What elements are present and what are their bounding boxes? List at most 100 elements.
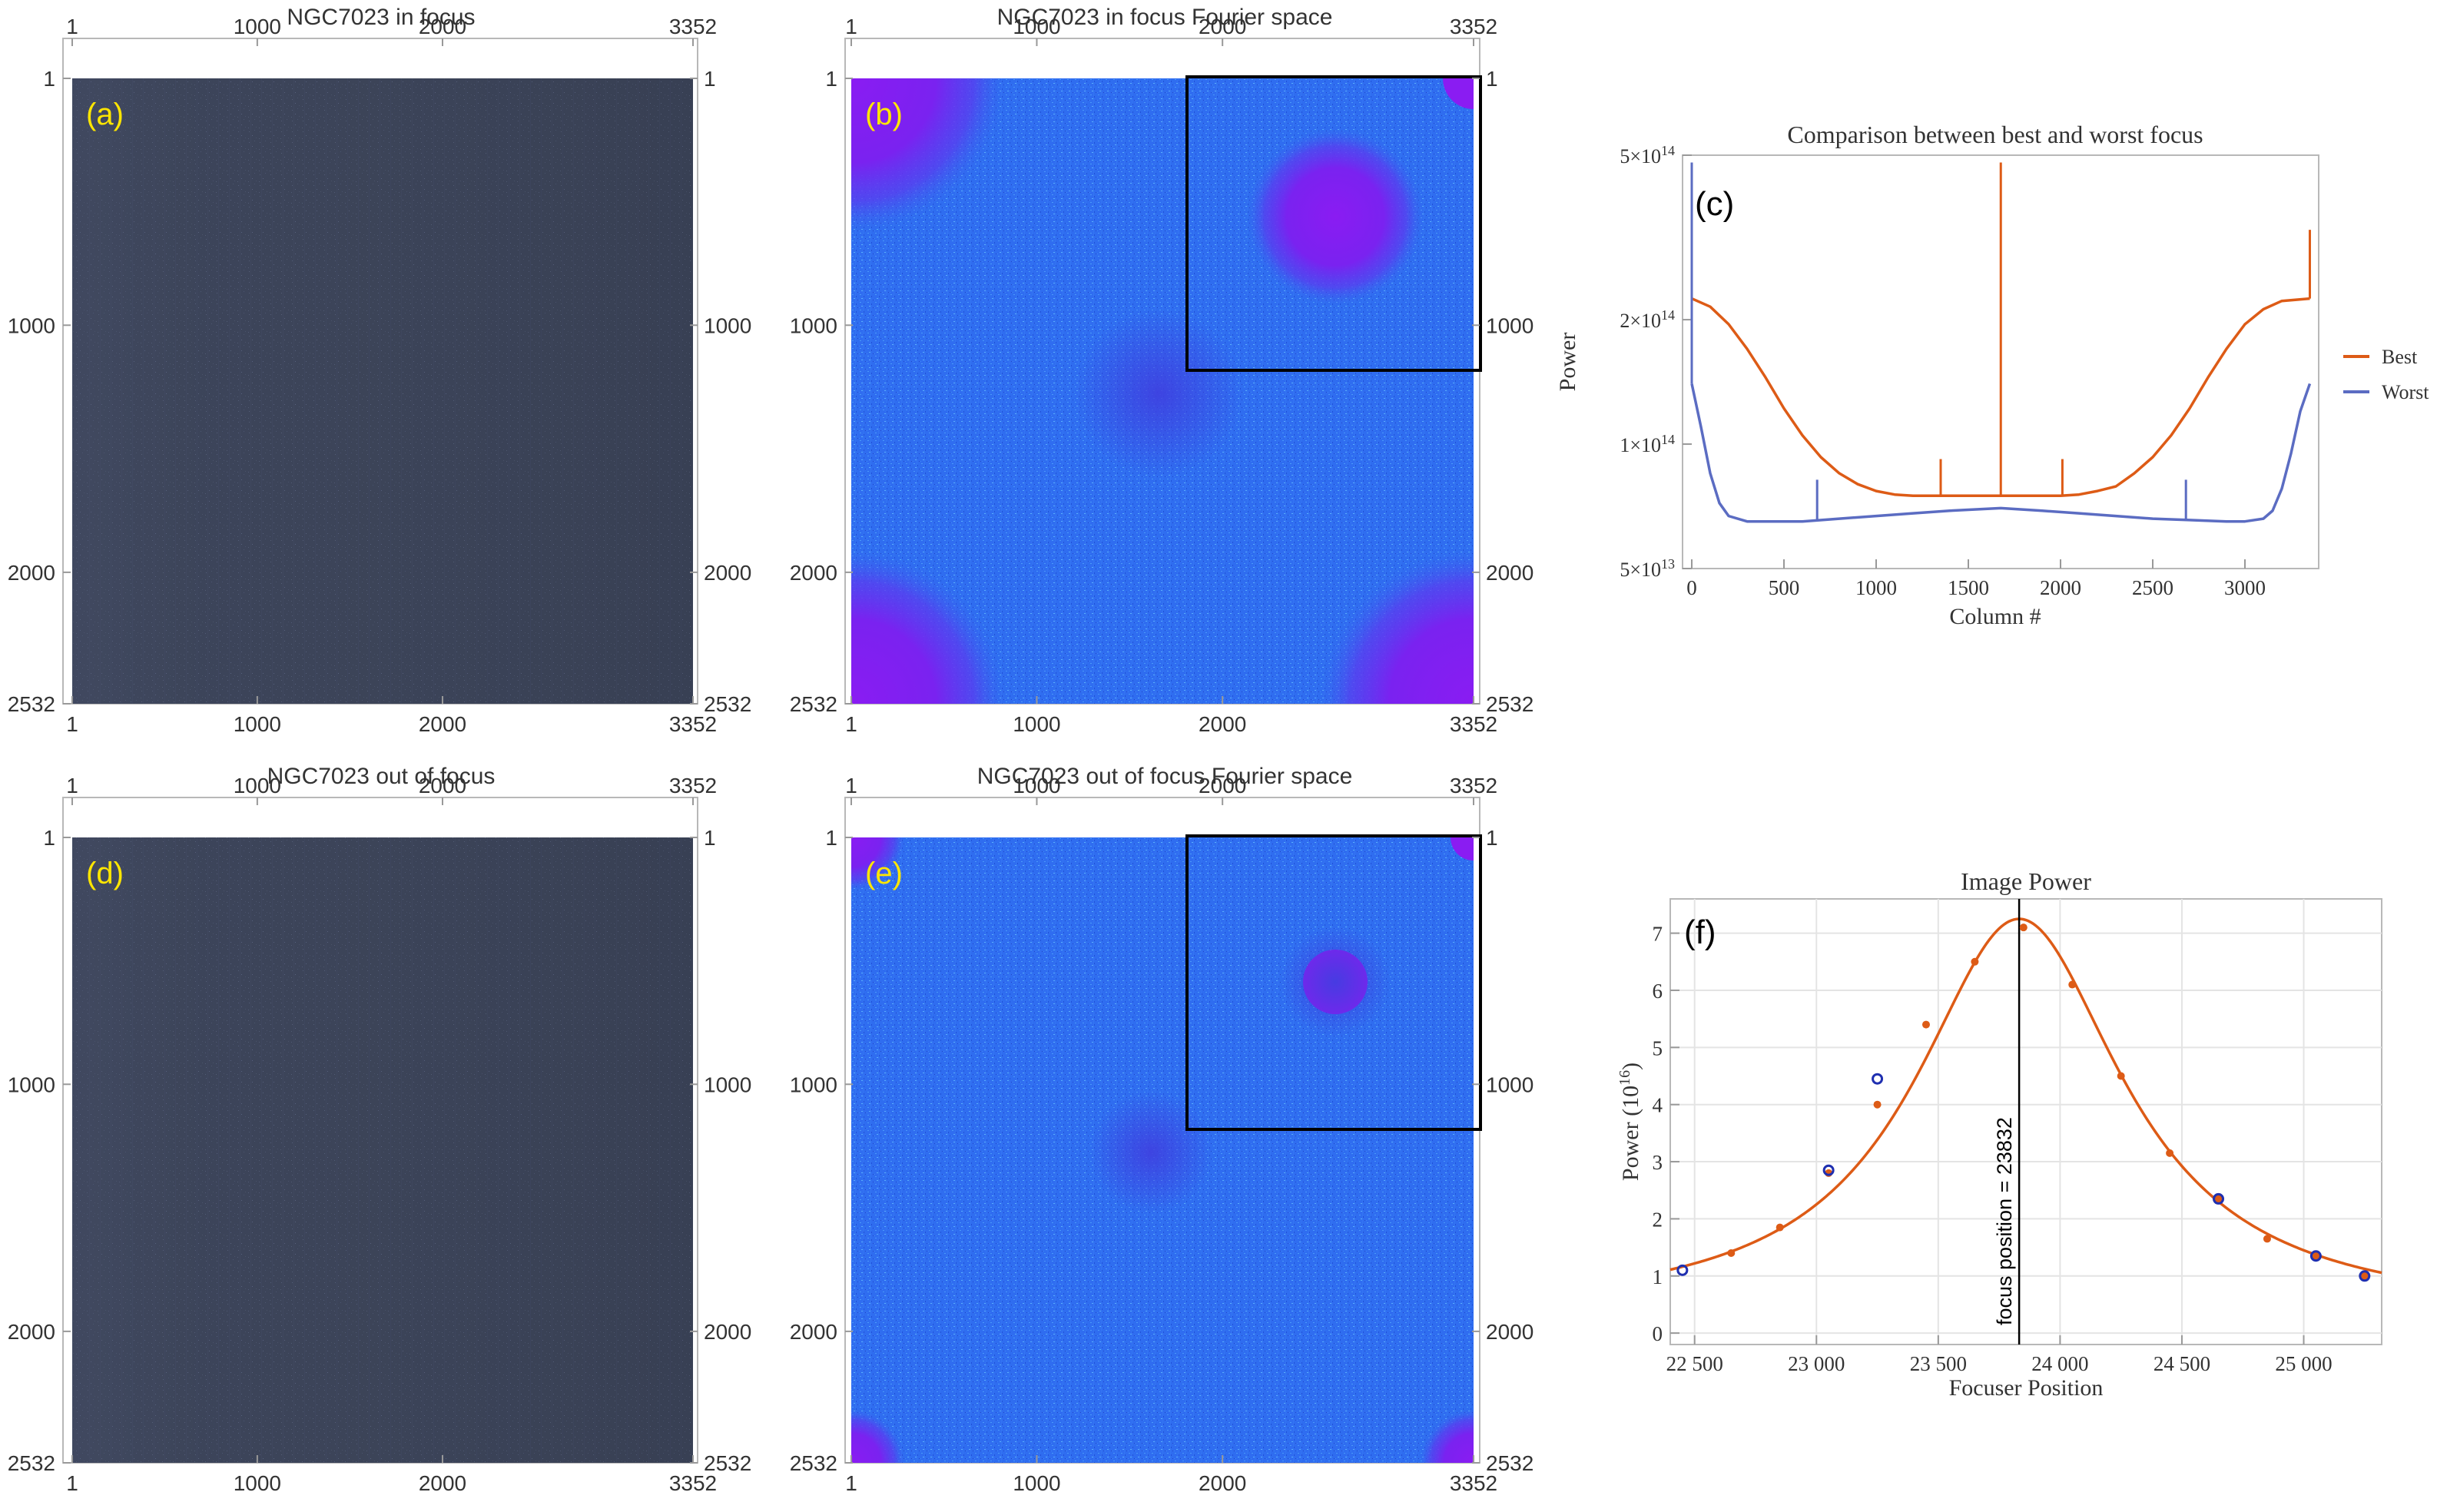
panel-d-label: (d) — [86, 857, 124, 890]
chart-f-x-tick-label: 24 500 — [2154, 1352, 2210, 1375]
chart-f-y-tick-label: 0 — [1653, 1322, 1663, 1345]
image-x-tick-label-bottom: 1 — [66, 1471, 78, 1495]
chart-c-xlabel: Column # — [1949, 604, 2041, 629]
chart-c-x-tick-label: 2500 — [2132, 576, 2173, 599]
chart-f-label: (f) — [1684, 914, 1716, 951]
chart-f-x-tick-label: 25 000 — [2275, 1352, 2332, 1375]
chart-c-y-tick-label: 5×1013 — [1620, 556, 1675, 581]
image-y-tick-label-right: 1000 — [704, 313, 751, 337]
image-x-tick-label-top: 1000 — [234, 15, 281, 38]
legend-best-label: Best — [2382, 346, 2418, 368]
chart-c-y-tick-label: 5×1014 — [1620, 143, 1675, 167]
chart-f-x-tick-label: 22 500 — [1666, 1352, 1723, 1375]
panel-e-out-of-focus-fourier: NGC7023 out of focus Fourier space (e) 1… — [790, 764, 1534, 1495]
image-y-tick-label-left: 1000 — [790, 1073, 837, 1096]
image-x-tick-label-bottom: 3352 — [1450, 1471, 1497, 1495]
chart-c-legend: Best Worst — [2343, 346, 2429, 403]
chart-c-series — [1690, 162, 2312, 523]
chart-f-point-blue — [2309, 1250, 2322, 1262]
chart-f-point-blue — [2213, 1192, 2225, 1205]
image-axes: 1 1 1000 1000 2000 2000 3352 3352 1 1 1000 1000 2000… — [790, 774, 1534, 1495]
image-axes: 1 1 1000 1000 2000 2000 3352 3352 1 1 1000 1000 2000… — [8, 15, 752, 736]
image-y-tick-label-left: 2000 — [8, 1320, 55, 1344]
image-x-tick-label-top: 1 — [66, 15, 78, 38]
image-y-tick-label-right: 2532 — [704, 692, 751, 716]
chart-f-point-orange — [2214, 1195, 2223, 1203]
panel-a-in-focus-image: NGC7023 in focus (a) 1 1 1000 1000 2000 2000 3… — [8, 5, 752, 736]
chart-f-point-orange — [2166, 1149, 2174, 1157]
image-x-tick-label-bottom: 1 — [845, 1471, 857, 1495]
image-x-tick-label-bottom: 3352 — [669, 1471, 717, 1495]
image-axes: 1 1 1000 1000 2000 2000 3352 3352 1 1 1000 1000 2000… — [8, 774, 752, 1495]
panel-b-corner-blob-bl — [851, 550, 1005, 704]
chart-c-x-tick-label: 1000 — [1855, 576, 1897, 599]
image-x-tick-label-top: 1000 — [1013, 774, 1060, 797]
panel-e-corner-blob-bl — [851, 1409, 905, 1463]
chart-c-line-worst — [1690, 383, 2312, 523]
chart-c-x-tick-label: 2000 — [2040, 576, 2081, 599]
image-x-tick-label-bottom: 3352 — [669, 712, 717, 736]
image-y-tick-label-left: 1 — [43, 826, 55, 850]
chart-f-y-tick-label: 7 — [1653, 923, 1663, 946]
chart-f-axes: 22 500 23 000 23 500 24 000 24 500 25 000 0 1 2 3… — [1653, 899, 2382, 1375]
chart-f-point-blue — [1872, 1073, 1884, 1085]
chart-f-ylabel-end: ) — [1618, 1063, 1643, 1070]
chart-f-point-orange — [2312, 1252, 2320, 1260]
image-x-tick-label-top: 2000 — [1199, 774, 1246, 797]
chart-f-point-orange — [1873, 1100, 1882, 1109]
panel-e-corner-blob-br — [1420, 1409, 1474, 1463]
chart-f-fit-curve — [1669, 917, 2382, 1275]
image-x-tick-label-bottom: 1 — [845, 712, 857, 736]
image-x-tick-label-bottom: 1 — [66, 712, 78, 736]
panel-d-out-of-focus-image: NGC7023 out of focus (d) 1 1 1000 1000 2000 2… — [8, 764, 752, 1495]
chart-c-ylabel: Power — [1555, 333, 1580, 392]
image-x-tick-label-top: 2000 — [419, 774, 466, 797]
image-x-tick-label-top: 3352 — [1450, 15, 1497, 38]
panel-e-inset-corner — [1451, 837, 1474, 860]
panel-b-in-focus-fourier: NGC7023 in focus Fourier space (b) 1 1 100… — [790, 5, 1534, 736]
chart-f-point-orange — [1971, 957, 1979, 966]
chart-f-series: focus position = 23832 — [1669, 899, 2382, 1345]
chart-f-point-orange — [2019, 923, 2028, 932]
chart-f-point-blue — [1676, 1264, 1689, 1276]
image-y-tick-label-right: 2532 — [704, 1451, 751, 1475]
chart-c-line-best — [1691, 297, 2310, 498]
chart-c-y-tick-label: 1×1014 — [1620, 432, 1675, 456]
image-x-tick-label-bottom: 1000 — [234, 1471, 281, 1495]
panel-a-title: NGC7023 in focus — [287, 5, 475, 30]
chart-f-focus-label: focus position = 23832 — [1993, 1117, 2016, 1325]
chart-f-y-tick-label: 4 — [1653, 1094, 1663, 1117]
chart-c-y-tick-label: 2×1014 — [1620, 307, 1675, 332]
image-y-tick-label-right: 2000 — [704, 561, 751, 585]
chart-f-point-orange — [1921, 1020, 1930, 1029]
chart-f-ylabel: Power (1016) — [1616, 1063, 1643, 1181]
chart-c-x-tick-label: 1500 — [1948, 576, 1989, 599]
panel-b-corner-blob-tl — [851, 78, 1005, 232]
chart-c-title: Comparison between best and worst focus — [1787, 121, 2203, 148]
image-y-tick-label-left: 1000 — [8, 313, 55, 337]
image-y-tick-label-left: 2000 — [790, 561, 837, 585]
panel-b-corner-blob-br — [1320, 550, 1474, 704]
chart-f-point-orange — [1776, 1223, 1784, 1232]
image-y-tick-label-left: 2532 — [790, 1451, 837, 1475]
image-x-tick-label-bottom: 2000 — [1199, 712, 1246, 736]
image-y-tick-label-right: 1000 — [1486, 1073, 1533, 1096]
panel-a-image-shade — [72, 78, 693, 704]
panel-b-inset-blob — [1247, 128, 1424, 305]
image-y-tick-label-left: 1 — [43, 67, 55, 91]
image-y-tick-label-left: 2532 — [790, 692, 837, 716]
panel-e-title: NGC7023 out of focus Fourier space — [977, 764, 1353, 789]
panel-f-image-power-chart: Image Power 22 500 23 000 23 500 24 000 24 5… — [1616, 867, 2382, 1401]
image-x-tick-label-top: 2000 — [419, 15, 466, 38]
chart-f-point-orange — [2068, 980, 2077, 989]
image-x-tick-label-top: 1 — [845, 15, 857, 38]
chart-f-point-orange — [2117, 1072, 2125, 1080]
image-y-tick-label-left: 1 — [825, 67, 837, 91]
panel-b-label: (b) — [865, 98, 903, 131]
image-y-tick-label-right: 2532 — [1486, 692, 1533, 716]
chart-f-y-tick-label: 3 — [1653, 1151, 1663, 1174]
image-x-tick-label-top: 1000 — [234, 774, 281, 797]
image-x-tick-label-top: 1 — [845, 774, 857, 797]
chart-f-point-blue — [1822, 1164, 1835, 1176]
chart-f-point-blue — [2359, 1270, 2371, 1282]
